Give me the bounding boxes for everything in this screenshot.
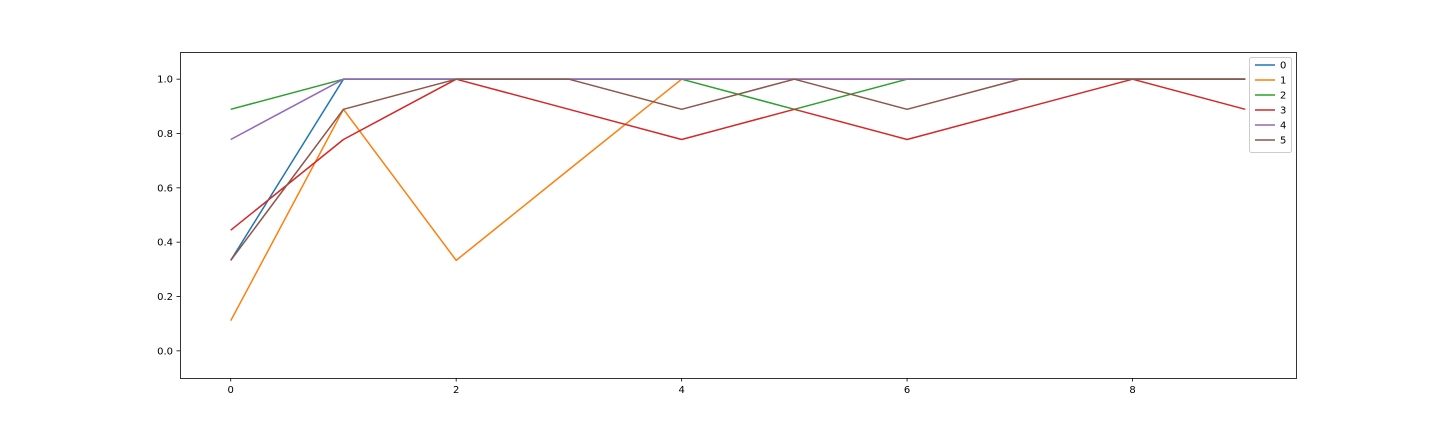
x-tick-label: 0 <box>228 385 234 396</box>
x-tick-label: 4 <box>678 385 684 396</box>
legend-label-2: 2 <box>1280 91 1286 102</box>
legend-label-4: 4 <box>1280 121 1286 132</box>
legend-label-3: 3 <box>1280 106 1286 117</box>
legend-label-1: 1 <box>1280 76 1286 87</box>
y-tick-label: 0.4 <box>157 238 173 249</box>
legend-label-5: 5 <box>1280 136 1286 147</box>
y-tick-label: 0.0 <box>157 346 173 357</box>
x-tick-label: 6 <box>904 385 910 396</box>
y-tick-label: 0.6 <box>157 183 173 194</box>
y-tick-label: 0.8 <box>157 129 173 140</box>
y-tick-label: 1.0 <box>157 75 173 86</box>
plot-area-frame <box>180 52 1297 379</box>
series-layer <box>230 78 1246 322</box>
x-tick-label: 8 <box>1129 385 1135 396</box>
series-line-3 <box>230 78 1246 231</box>
legend-label-0: 0 <box>1280 61 1286 72</box>
x-tick-label: 2 <box>453 385 459 396</box>
x-axis: 0 2 4 6 8 <box>228 378 1136 396</box>
legend-box <box>1249 57 1292 153</box>
y-tick-label: 0.2 <box>157 292 173 303</box>
series-line-5 <box>230 78 1246 261</box>
y-axis: 0.0 0.2 0.4 0.6 0.8 1.0 <box>157 75 180 357</box>
legend: 0 1 2 3 4 5 <box>1249 57 1292 153</box>
